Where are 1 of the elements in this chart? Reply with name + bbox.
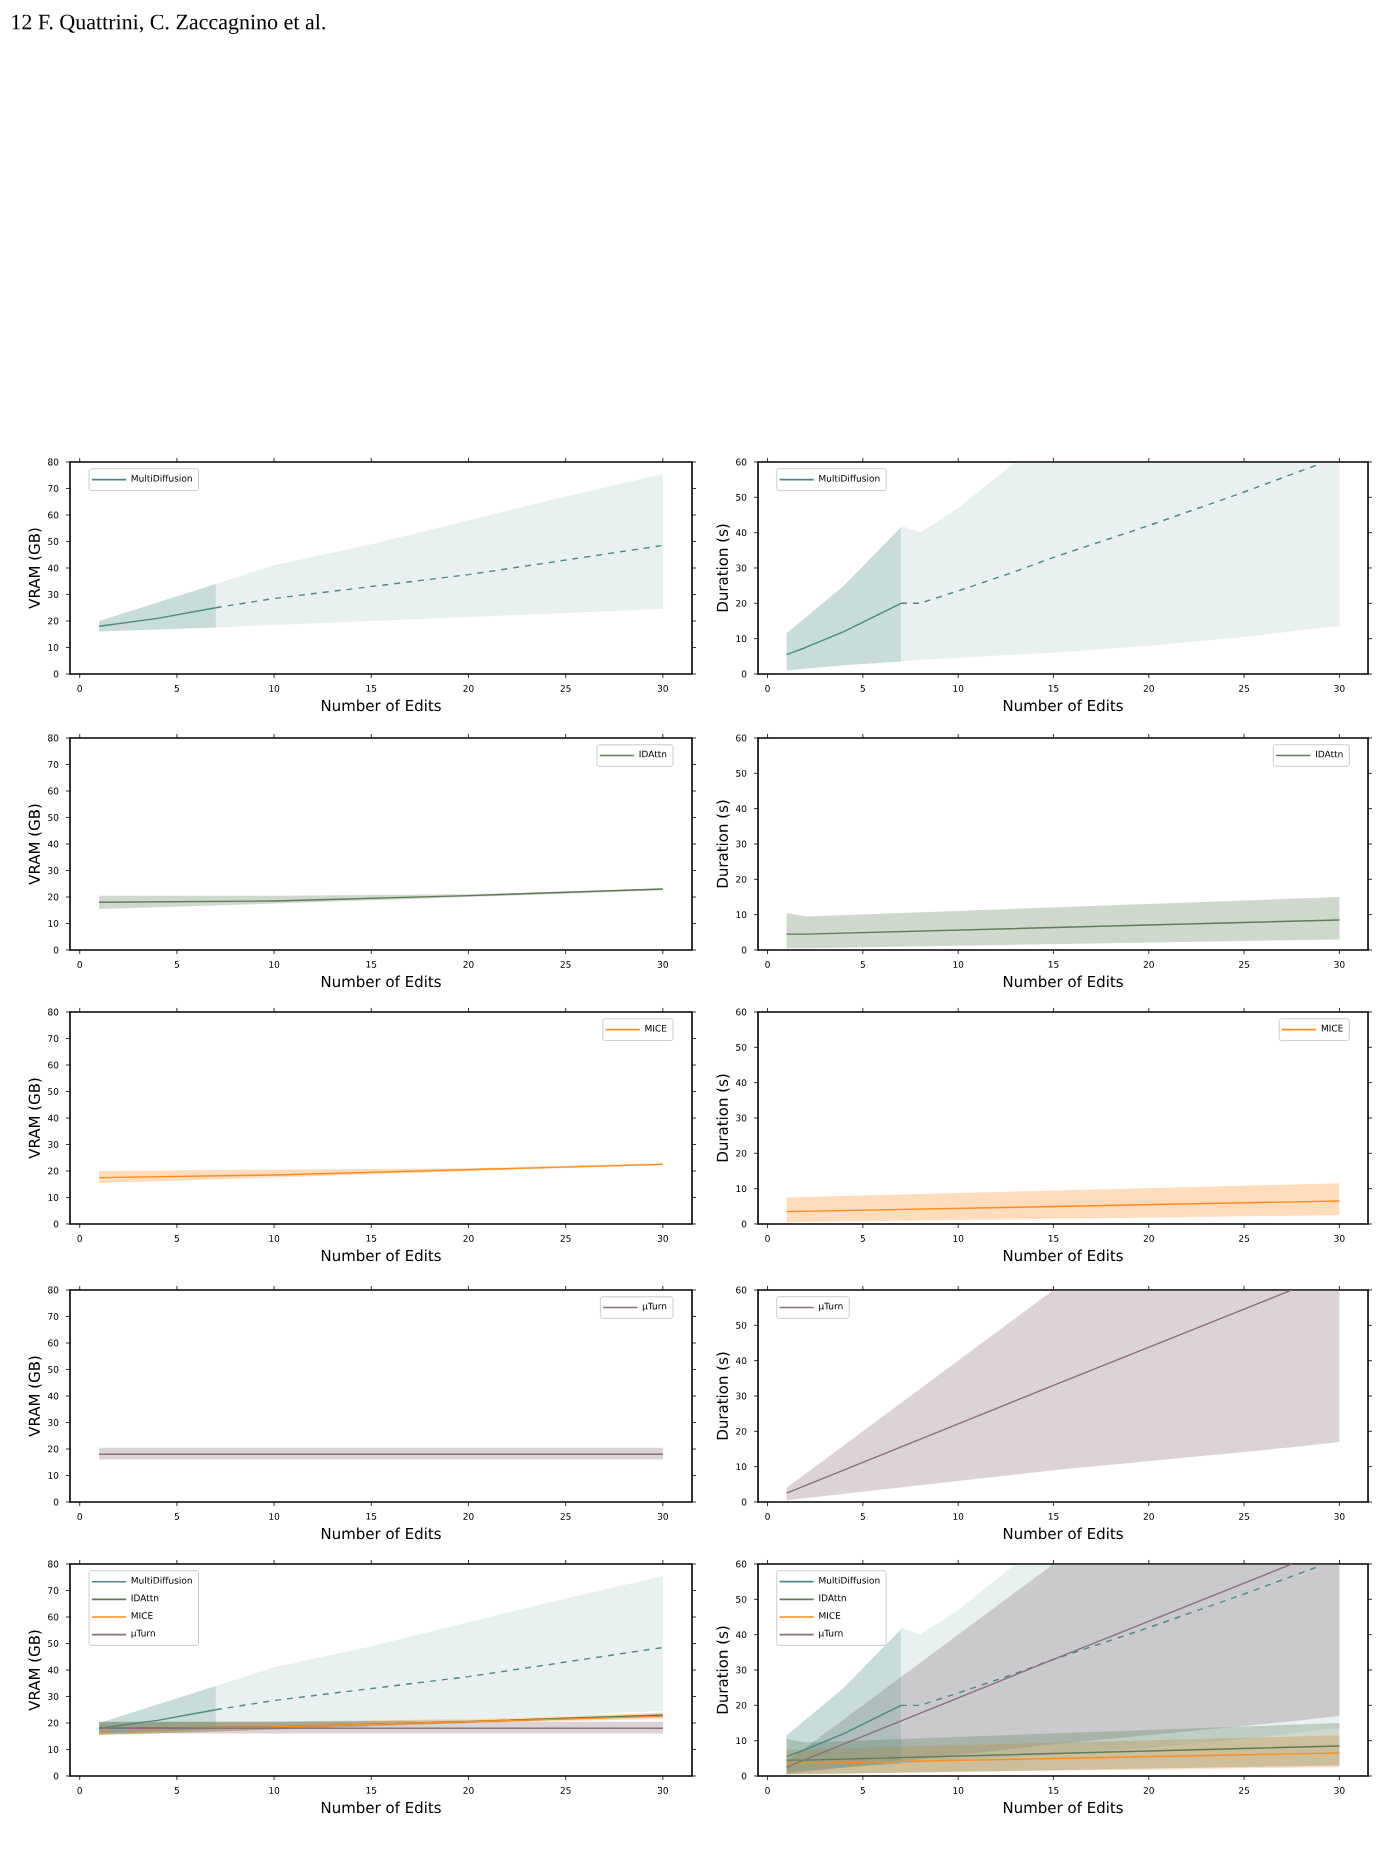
text: 12 F. Quattrini, C. Zaccagnino et al. (12, 13, 325, 34)
